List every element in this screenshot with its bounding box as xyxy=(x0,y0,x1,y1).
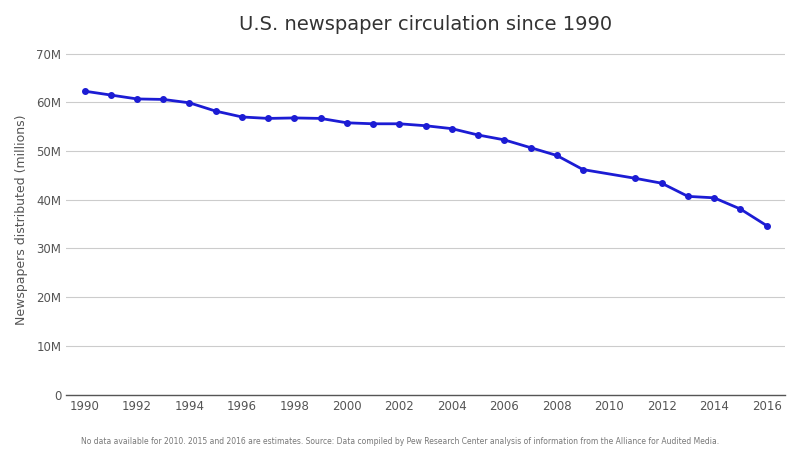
Title: U.S. newspaper circulation since 1990: U.S. newspaper circulation since 1990 xyxy=(239,15,612,34)
Text: No data available for 2010. 2015 and 2016 are estimates. Source: Data compiled b: No data available for 2010. 2015 and 201… xyxy=(81,436,719,446)
Y-axis label: Newspapers distributed (millions): Newspapers distributed (millions) xyxy=(15,114,28,324)
